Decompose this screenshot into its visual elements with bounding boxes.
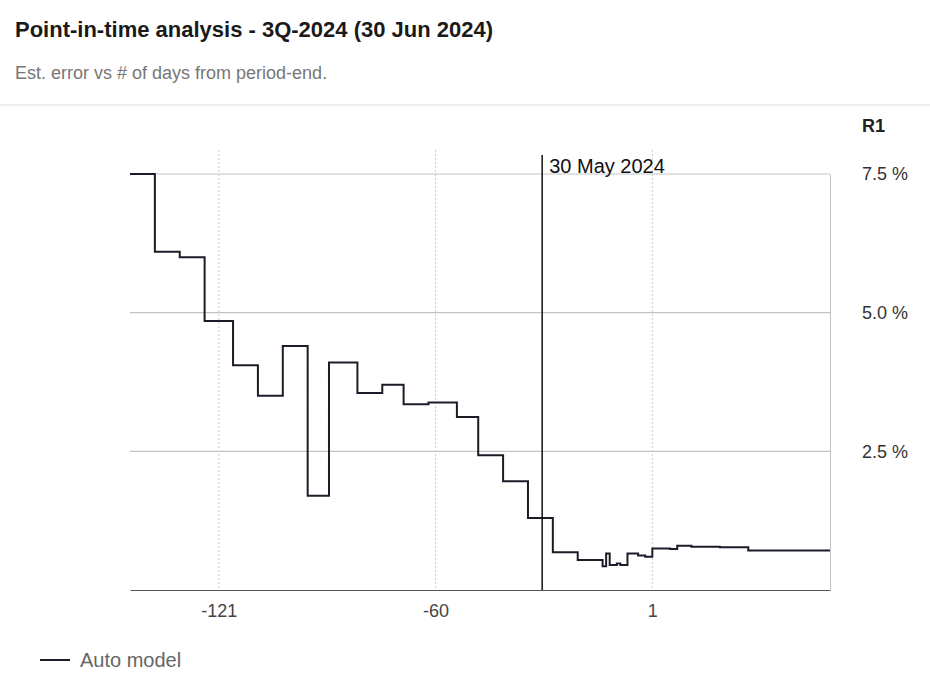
chart: Point-in-time analysis - 3Q-2024 (30 Jun… — [0, 0, 930, 686]
series-line — [130, 174, 830, 566]
y-axis: 2.5 % 5.0 % 7.5 % — [830, 164, 908, 590]
separator — [0, 105, 930, 106]
x-grid-line — [218, 150, 219, 590]
y-grid-line — [130, 451, 830, 452]
annotation-line — [541, 155, 543, 590]
y-tick: 7.5 % — [830, 164, 908, 184]
x-tick-label: -60 — [423, 601, 449, 621]
y-grid-line — [130, 312, 830, 313]
x-tick-label: -121 — [201, 601, 237, 621]
x-grid-line — [435, 150, 436, 590]
y-tick-label: 5.0 % — [862, 303, 908, 323]
title: Point-in-time analysis - 3Q-2024 (30 Jun… — [15, 17, 493, 42]
y-tick: 5.0 % — [830, 303, 908, 323]
legend: Auto model — [40, 649, 181, 671]
annotation-label: 30 May 2024 — [549, 155, 665, 177]
legend-swatch — [40, 659, 70, 661]
x-axis-line — [131, 590, 831, 591]
y-axis-line — [830, 175, 831, 591]
plot-area — [130, 174, 830, 566]
annotation: 30 May 2024 — [542, 155, 665, 590]
legend-label: Auto model — [80, 649, 181, 671]
subtitle: Est. error vs # of days from period-end. — [15, 63, 327, 83]
grid — [130, 150, 830, 590]
y-grid-line — [130, 173, 830, 174]
x-tick: -121 — [201, 590, 237, 621]
x-axis: -121 -60 1 — [131, 590, 831, 621]
y-tick: 2.5 % — [830, 442, 908, 462]
x-grid-line — [652, 150, 653, 590]
x-tick-label: 1 — [648, 601, 658, 621]
y-tick-label: 7.5 % — [862, 164, 908, 184]
x-tick: 1 — [648, 590, 658, 621]
y-axis-title: R1 — [862, 116, 885, 136]
x-tick: -60 — [423, 590, 449, 621]
y-tick-label: 2.5 % — [862, 442, 908, 462]
